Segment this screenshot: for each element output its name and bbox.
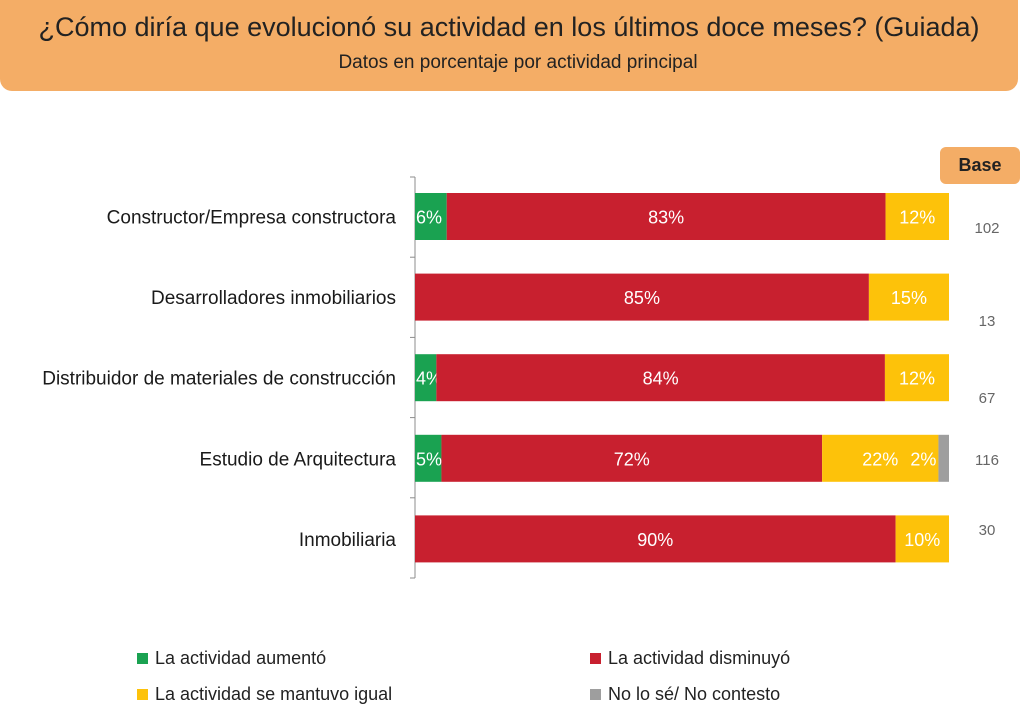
base-value: 102 [974,220,999,237]
legend-item-aumento: La actividad aumentó [137,648,326,669]
legend-label-nosabe: No lo sé/ No contesto [608,684,781,704]
legend-swatch-nosabe [590,689,601,700]
bar-segment [884,354,949,402]
category-label: Inmobiliaria [299,530,397,551]
bar-segment [895,515,949,563]
page-subtitle: Datos en porcentaje por actividad princi… [338,52,698,73]
bar-segment [446,193,886,240]
bar-segment [885,193,949,240]
legend-swatch-disminuyo [590,653,601,664]
legend-item-disminuyo: La actividad disminuyó [590,648,790,669]
category-label: Distribuidor de materiales de construcci… [42,369,396,390]
data-label: 4% [416,369,442,389]
data-label: 10% [904,530,940,550]
base-value: 30 [979,522,996,539]
data-label: 15% [891,288,927,308]
category-label: Desarrolladores inmobiliarios [151,288,396,309]
base-header-badge: Base [940,147,1020,184]
base-value: 67 [979,390,996,407]
data-label: 84% [643,369,679,389]
bar-segment [415,515,896,563]
bar-segment [868,273,949,321]
data-label: 72% [614,449,650,469]
bar-segment [415,354,437,402]
data-label: 12% [899,369,935,389]
base-value: 116 [975,452,999,469]
page-title: ¿Cómo diría que evolucionó su actividad … [38,12,980,42]
bar-segment [938,434,949,482]
bar-segment [822,434,939,482]
header-banner: ¿Cómo diría que evolucionó su actividad … [0,0,1018,91]
bar-segment [415,273,869,321]
category-label: Estudio de Arquitectura [200,449,397,470]
legend-label-aumento: La actividad aumentó [155,648,327,668]
data-label: 2% [910,449,936,469]
bar-segment [415,193,447,240]
legend-item-nosabe: No lo sé/ No contesto [590,684,780,705]
data-label: 5% [416,449,442,469]
category-label: Constructor/Empresa constructora [107,208,397,229]
bar-segment [436,354,885,402]
legend-label-igual: La actividad se mantuvo igual [155,684,393,704]
legend-item-igual: La actividad se mantuvo igual [137,684,392,705]
base-value: 13 [979,313,996,330]
data-label: 22% [862,449,898,469]
legend-swatch-igual [137,689,148,700]
legend-label-disminuyo: La actividad disminuyó [608,648,791,668]
data-label: 12% [899,208,935,228]
data-label: 6% [416,208,442,228]
data-label: 90% [637,530,673,550]
data-label: 83% [648,208,684,228]
data-label: 85% [624,288,660,308]
bar-segment [441,434,823,482]
legend-swatch-aumento [137,653,148,664]
bar-segment [415,434,442,482]
